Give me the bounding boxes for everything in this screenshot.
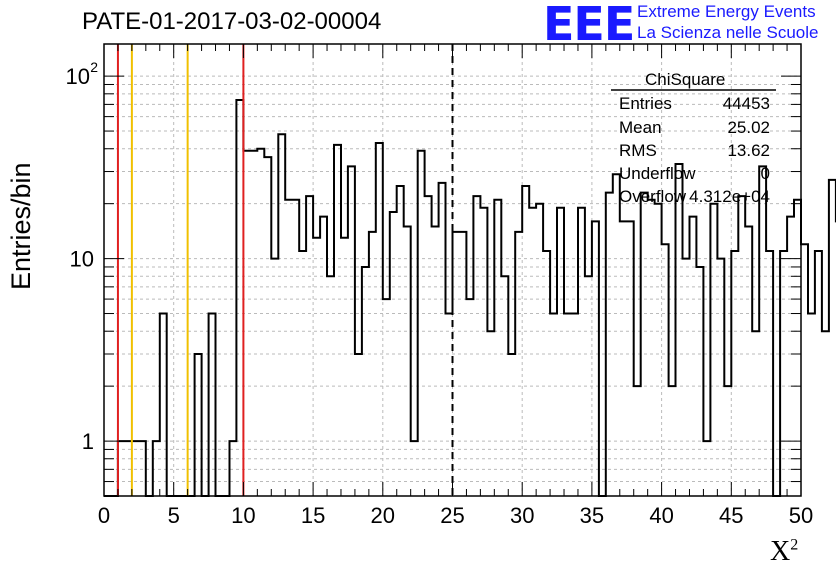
marker-lines: [116, 44, 454, 496]
stats-value-underflow: 0: [760, 164, 770, 183]
x-tick-label: 25: [440, 503, 464, 528]
x-tick-label: 10: [231, 503, 255, 528]
histogram-line: [104, 99, 836, 497]
stats-key-rms: RMS: [619, 141, 657, 160]
y-tick-label: 1: [82, 429, 94, 454]
x-tick-label: 0: [98, 503, 110, 528]
eee-logo: EEE: [543, 0, 635, 51]
y-tick-label-sup: 2: [90, 59, 98, 75]
x-axis-label-text: X: [770, 536, 791, 567]
histogram: [104, 99, 836, 497]
stats-key-underflow: Underflow: [619, 164, 696, 183]
stats-value-entries: 44453: [722, 94, 770, 113]
x-tick-label: 30: [510, 503, 534, 528]
y-tick-label: 10: [66, 64, 90, 89]
stats-title: ChiSquare: [645, 70, 726, 89]
stats-key-entries: Entries: [619, 94, 672, 113]
x-axis: 0 5 10 15 20 25 30 35 40 45 50: [98, 44, 813, 528]
x-tick-label: 40: [649, 503, 673, 528]
stats-value-overflow: 4.312e+04: [689, 187, 770, 206]
y-axis-label: Entries/bin: [6, 162, 36, 290]
logo-subtitle-2: La Scienza nelle Scuole: [637, 23, 819, 42]
x-tick-label: 35: [580, 503, 604, 528]
x-axis-label-sup: 2: [790, 536, 799, 554]
x-tick-label: 15: [301, 503, 325, 528]
x-tick-label: 45: [719, 503, 743, 528]
x-tick-label: 20: [371, 503, 395, 528]
y-tick-label: 10: [70, 247, 94, 272]
stats-value-mean: 25.02: [727, 118, 770, 137]
x-tick-label: 50: [789, 503, 813, 528]
x-tick-label: 5: [168, 503, 180, 528]
stats-key-overflow: Overflow: [619, 187, 687, 206]
stats-key-mean: Mean: [619, 118, 662, 137]
stats-value-rms: 13.62: [727, 141, 770, 160]
logo-subtitle-1: Extreme Energy Events: [637, 2, 816, 21]
chart-title: PATE-01-2017-03-02-00004: [82, 8, 382, 35]
x-axis-label: X2: [770, 536, 798, 568]
